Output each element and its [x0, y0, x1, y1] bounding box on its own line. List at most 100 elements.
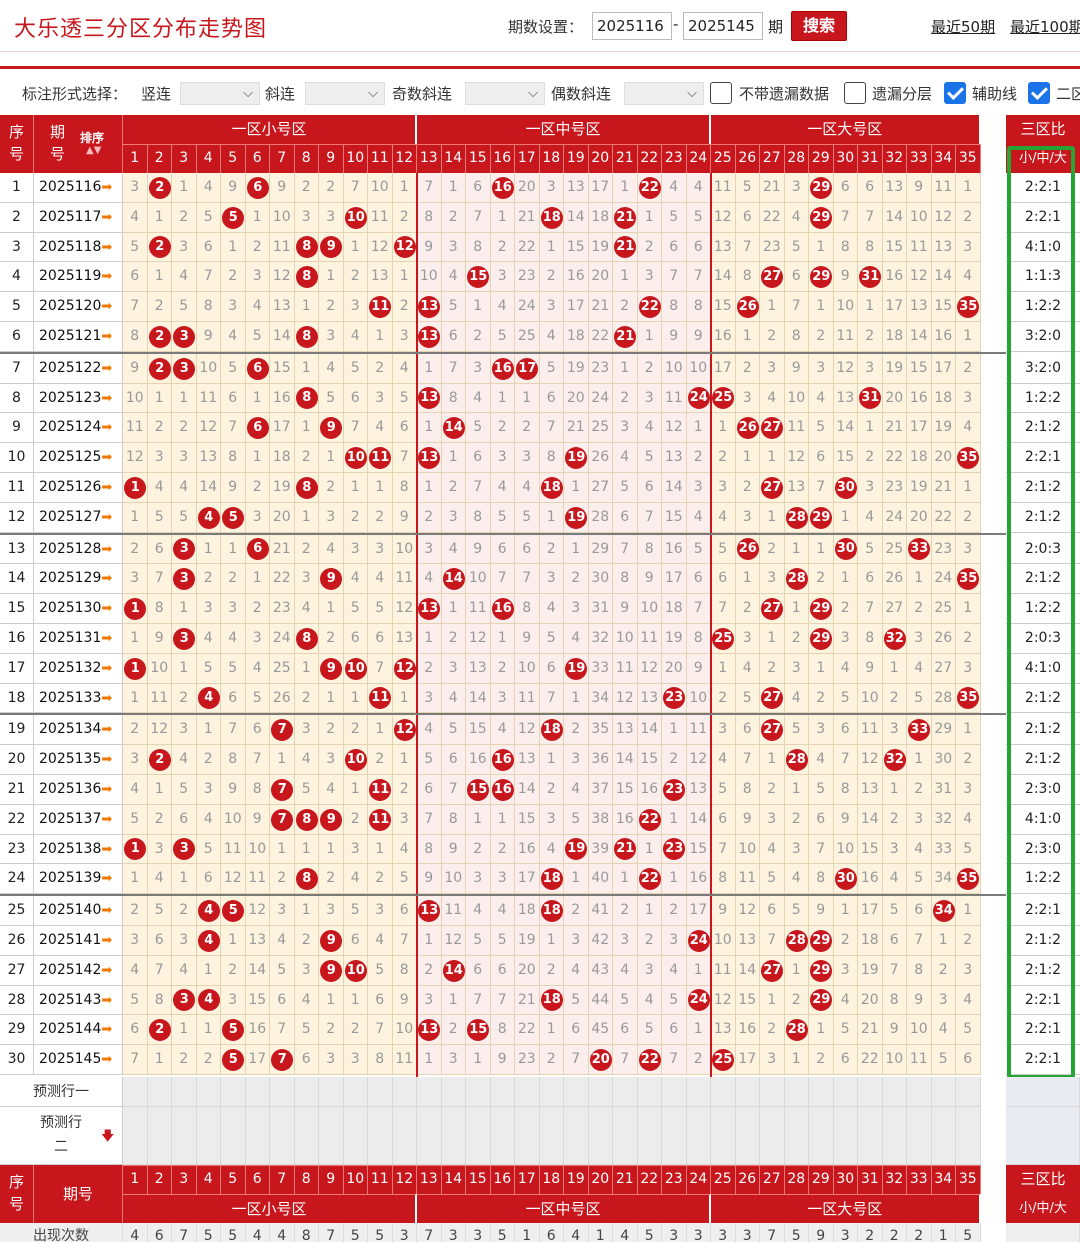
row-period[interactable]: 2025119➡ — [34, 262, 123, 293]
row-period[interactable]: 2025144➡ — [34, 1015, 123, 1046]
aux-line-checkbox[interactable] — [944, 82, 966, 104]
row-period[interactable]: 2025123➡ — [34, 383, 123, 414]
row-period[interactable]: 2025121➡ — [34, 322, 123, 352]
predict-cell[interactable] — [417, 1077, 442, 1107]
predict-cell[interactable] — [711, 1107, 736, 1165]
row-period[interactable]: 2025138➡ — [34, 834, 123, 865]
predict-cell[interactable] — [637, 1077, 662, 1107]
predict-cell[interactable] — [809, 1077, 834, 1107]
predict-cell[interactable] — [931, 1077, 956, 1107]
predict-cell[interactable] — [882, 1107, 907, 1165]
row-period[interactable]: 2025143➡ — [34, 985, 123, 1016]
row-period[interactable]: 2025136➡ — [34, 775, 123, 805]
predict-cell[interactable] — [735, 1107, 760, 1165]
predict-cell[interactable] — [613, 1077, 638, 1107]
predict-cell[interactable] — [343, 1077, 368, 1107]
predict-cell[interactable] — [662, 1077, 687, 1107]
predict-cell[interactable] — [466, 1107, 491, 1165]
predict-cell[interactable] — [588, 1077, 613, 1107]
row-period[interactable]: 2025127➡ — [34, 502, 123, 533]
predict-cell[interactable] — [662, 1107, 687, 1165]
predict-cell[interactable] — [392, 1107, 417, 1165]
row-period[interactable]: 2025124➡ — [34, 413, 123, 444]
predict-cell[interactable] — [490, 1077, 515, 1107]
predict-cell[interactable] — [319, 1107, 344, 1165]
predict-cell[interactable] — [858, 1077, 883, 1107]
predict-cell[interactable] — [294, 1107, 319, 1165]
predict-cell[interactable] — [515, 1107, 540, 1165]
row-period[interactable]: 2025141➡ — [34, 926, 123, 956]
recent-100-link[interactable]: 最近100期 — [1010, 18, 1080, 36]
row-period[interactable]: 2025132➡ — [34, 653, 123, 684]
predict-ratio-cell[interactable] — [1006, 1077, 1080, 1107]
row-period[interactable]: 2025128➡ — [34, 534, 123, 565]
row-period[interactable]: 2025135➡ — [34, 745, 123, 775]
predict-cell[interactable] — [270, 1077, 295, 1107]
predict-cell[interactable] — [711, 1077, 736, 1107]
predict-cell[interactable] — [441, 1077, 466, 1107]
predict-cell[interactable] — [564, 1077, 589, 1107]
no-missing-checkbox[interactable] — [710, 82, 732, 104]
sort-button[interactable]: 排序 — [80, 131, 105, 145]
predict-cell[interactable] — [196, 1107, 221, 1165]
predict-cell[interactable] — [539, 1107, 564, 1165]
row-period[interactable]: 2025120➡ — [34, 292, 123, 322]
predict-cell[interactable] — [123, 1107, 148, 1165]
predict-cell[interactable] — [196, 1077, 221, 1107]
second-zone-checkbox[interactable] — [1028, 82, 1050, 104]
predict-cell[interactable] — [172, 1077, 197, 1107]
row-period[interactable]: 2025129➡ — [34, 564, 123, 595]
predict-cell[interactable] — [147, 1077, 172, 1107]
row-period[interactable]: 2025130➡ — [34, 594, 123, 624]
predict-cell[interactable] — [245, 1107, 270, 1165]
row-period[interactable]: 2025118➡ — [34, 232, 123, 263]
predict-cell[interactable] — [907, 1077, 932, 1107]
predict-cell[interactable] — [539, 1077, 564, 1107]
row-period[interactable]: 2025125➡ — [34, 443, 123, 473]
search-button[interactable]: 搜索 — [791, 11, 847, 41]
predict-cell[interactable] — [588, 1107, 613, 1165]
predict-cell[interactable] — [441, 1107, 466, 1165]
predict-cell[interactable] — [515, 1077, 540, 1107]
predict-cell[interactable] — [270, 1107, 295, 1165]
predict-cell[interactable] — [343, 1107, 368, 1165]
predict-cell[interactable] — [760, 1077, 785, 1107]
predict-cell[interactable] — [368, 1077, 393, 1107]
predict-cell[interactable] — [637, 1107, 662, 1165]
predict-cell[interactable] — [613, 1107, 638, 1165]
recent-50-link[interactable]: 最近50期 — [931, 18, 996, 36]
period-end-input[interactable]: 2025145 — [683, 12, 763, 40]
row-period[interactable]: 2025139➡ — [34, 864, 123, 895]
row-period[interactable]: 2025116➡ — [34, 173, 123, 203]
predict-cell[interactable] — [784, 1077, 809, 1107]
predict-cell[interactable] — [319, 1077, 344, 1107]
row-period[interactable]: 2025137➡ — [34, 804, 123, 835]
predict-cell[interactable] — [490, 1107, 515, 1165]
diagonal-select[interactable]: ⌵ — [305, 82, 385, 105]
row-period[interactable]: 2025131➡ — [34, 624, 123, 654]
predict-cell[interactable] — [931, 1107, 956, 1165]
predict-cell[interactable] — [221, 1077, 246, 1107]
predict-cell[interactable] — [956, 1107, 981, 1165]
predict-cell[interactable] — [956, 1077, 981, 1107]
predict-cell[interactable] — [392, 1077, 417, 1107]
predict-cell[interactable] — [833, 1077, 858, 1107]
predict-cell[interactable] — [123, 1077, 148, 1107]
predict-cell[interactable] — [564, 1107, 589, 1165]
predict-ratio-cell[interactable] — [1006, 1107, 1080, 1165]
predict-cell[interactable] — [221, 1107, 246, 1165]
row-period[interactable]: 2025117➡ — [34, 202, 123, 233]
predict-cell[interactable] — [760, 1107, 785, 1165]
row-period[interactable]: 2025145➡ — [34, 1045, 123, 1075]
predict-cell[interactable] — [466, 1077, 491, 1107]
predict-cell[interactable] — [735, 1077, 760, 1107]
missing-layer-checkbox[interactable] — [844, 82, 866, 104]
predict-cell[interactable] — [147, 1107, 172, 1165]
row-period[interactable]: 2025142➡ — [34, 955, 123, 986]
predict-cell[interactable] — [686, 1077, 711, 1107]
predict-cell[interactable] — [784, 1107, 809, 1165]
predict-cell[interactable] — [833, 1107, 858, 1165]
predict-cell[interactable] — [294, 1077, 319, 1107]
period-start-input[interactable]: 2025116 — [592, 12, 672, 40]
row-period[interactable]: 2025133➡ — [34, 683, 123, 714]
